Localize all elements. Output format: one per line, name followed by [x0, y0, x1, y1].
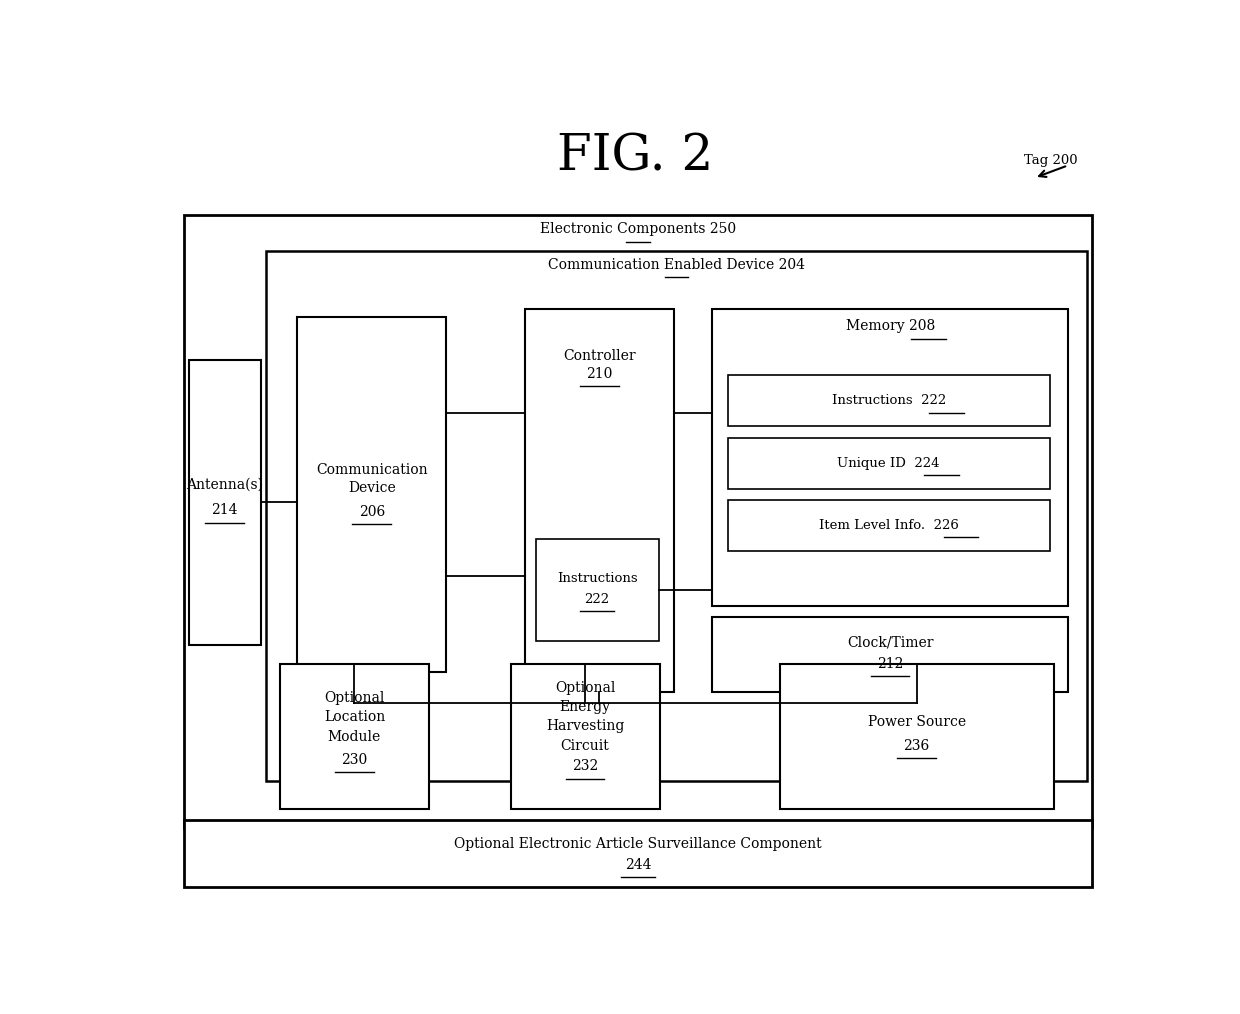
Text: Power Source: Power Source: [868, 716, 966, 729]
Text: Optional: Optional: [554, 681, 615, 696]
Bar: [712, 309, 1068, 605]
Text: 244: 244: [625, 858, 651, 872]
Text: Electronic Components 250: Electronic Components 250: [539, 222, 737, 236]
Text: 206: 206: [358, 505, 384, 519]
Text: Communication: Communication: [316, 462, 428, 477]
Text: Device: Device: [348, 482, 396, 495]
Text: 214: 214: [212, 503, 238, 517]
Text: Instructions  222: Instructions 222: [832, 394, 946, 408]
Bar: [511, 664, 660, 809]
Text: Tag 200: Tag 200: [1024, 154, 1078, 167]
Text: Clock/Timer: Clock/Timer: [847, 636, 934, 650]
Bar: [184, 215, 1092, 828]
Text: 212: 212: [877, 657, 904, 671]
Text: Harvesting: Harvesting: [546, 719, 624, 733]
Bar: [525, 309, 675, 692]
Text: Location: Location: [324, 710, 386, 724]
Bar: [780, 664, 1054, 809]
Bar: [298, 316, 446, 672]
Text: Memory 208: Memory 208: [846, 319, 935, 334]
Text: Antenna(s): Antenna(s): [186, 479, 263, 492]
Text: FIG. 2: FIG. 2: [557, 132, 714, 182]
Text: 210: 210: [587, 367, 613, 381]
Text: 236: 236: [904, 739, 930, 753]
Text: Item Level Info.  226: Item Level Info. 226: [818, 519, 959, 532]
Bar: [184, 820, 1092, 887]
Text: Circuit: Circuit: [560, 739, 609, 753]
Text: Controller: Controller: [563, 349, 636, 363]
Text: 222: 222: [584, 593, 610, 606]
Text: 232: 232: [572, 759, 598, 774]
Bar: [188, 360, 260, 645]
Text: Unique ID  224: Unique ID 224: [837, 456, 940, 469]
Text: Instructions: Instructions: [557, 572, 637, 585]
Text: Optional Electronic Article Surveillance Component: Optional Electronic Article Surveillance…: [454, 837, 822, 851]
Bar: [728, 375, 1050, 426]
Bar: [265, 250, 1087, 782]
Bar: [280, 664, 429, 809]
Text: Optional: Optional: [324, 691, 384, 705]
Text: Energy: Energy: [559, 700, 610, 714]
Bar: [728, 438, 1050, 489]
Bar: [536, 539, 658, 641]
Text: Module: Module: [327, 729, 381, 743]
Text: Communication Enabled Device 204: Communication Enabled Device 204: [548, 258, 805, 272]
Bar: [728, 500, 1050, 551]
Bar: [712, 618, 1068, 692]
Text: 230: 230: [341, 753, 367, 767]
